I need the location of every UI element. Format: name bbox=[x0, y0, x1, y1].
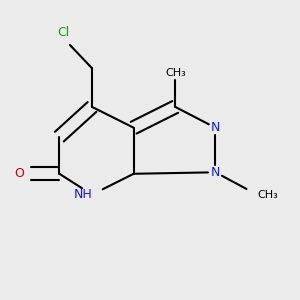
Text: N: N bbox=[211, 166, 220, 179]
Text: N: N bbox=[211, 121, 220, 134]
Text: Cl: Cl bbox=[58, 26, 70, 38]
Text: CH₃: CH₃ bbox=[165, 68, 186, 78]
Text: CH₃: CH₃ bbox=[257, 190, 278, 200]
Text: NH: NH bbox=[73, 188, 92, 201]
Text: O: O bbox=[14, 167, 24, 180]
